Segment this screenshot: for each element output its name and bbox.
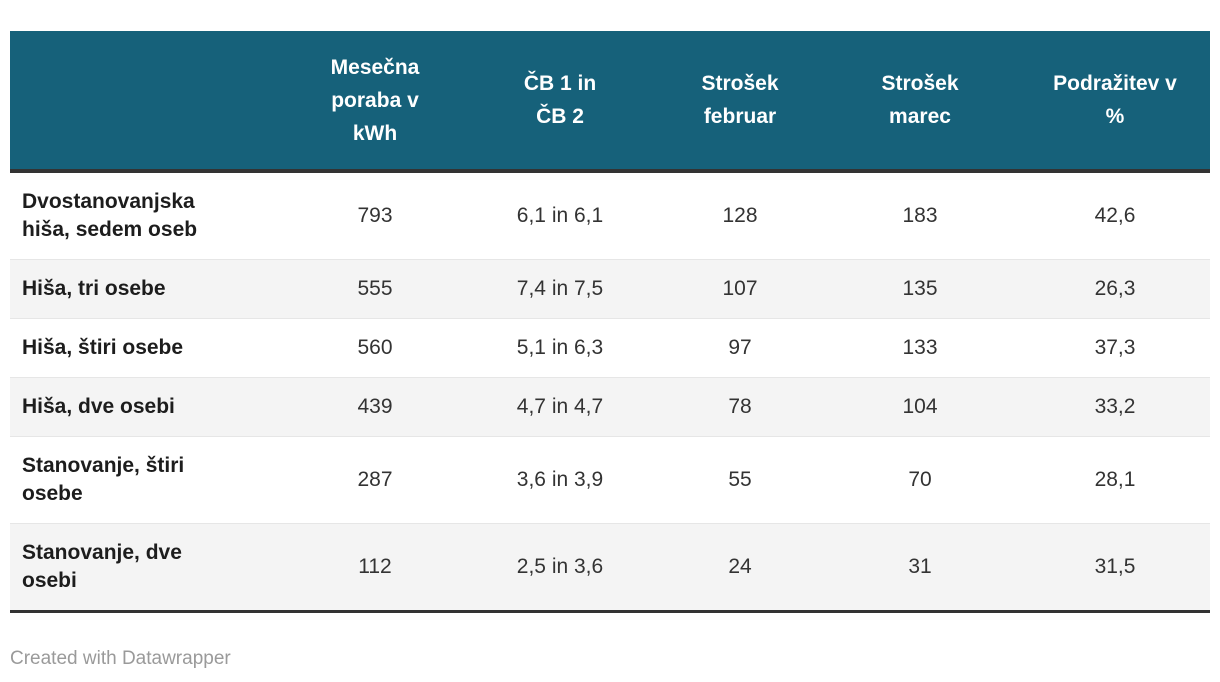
row-label: Hiša, štiri osebe — [10, 318, 290, 378]
table-cell: 42,6 — [1094, 204, 1136, 227]
column-header-label: Strošek marec — [881, 72, 959, 128]
table-cell: 70 — [820, 436, 1020, 524]
column-header-label: ČB 1 in ČB 2 — [523, 72, 597, 128]
column-header-mesecna-poraba: Mesečna poraba v kWh — [290, 31, 460, 173]
table-cell: 555 — [290, 259, 460, 319]
table-row: Hiša, dve osebi 439 4,7 in 4,7 78 104 33… — [10, 377, 1210, 437]
table-cell: 4,7 in 4,7 — [460, 377, 660, 437]
table-cell: 26,3 — [1020, 259, 1210, 319]
table-cell: 78 — [660, 377, 820, 437]
table-cell: 7,4 in 7,5 — [460, 259, 660, 319]
row-label: Hiša, dve osebi — [10, 377, 290, 437]
datawrapper-credit-link[interactable]: Created with Datawrapper — [10, 648, 231, 669]
table-cell: 793 — [357, 204, 393, 227]
table-cell: 439 — [290, 377, 460, 437]
table-cell: 135 — [820, 259, 1020, 319]
row-label: Stanovanje, dve osebi — [10, 523, 290, 613]
table-cell: 31 — [820, 523, 1020, 613]
table-cell: 37,3 — [1020, 318, 1210, 378]
column-header-podrazitev: Podražitev v % — [1020, 31, 1210, 173]
table-cell: 107 — [660, 259, 820, 319]
table-cell: 97 — [660, 318, 820, 378]
table-cell: 2,5 in 3,6 — [460, 523, 660, 613]
table-cell: 3,6 in 3,9 — [460, 436, 660, 524]
table-cell: 128 — [722, 204, 758, 227]
table-cell: 287 — [290, 436, 460, 524]
table-row: Stanovanje, dve osebi 112 2,5 in 3,6 24 … — [10, 523, 1210, 613]
table-cell: 133 — [820, 318, 1020, 378]
table-row: Hiša, štiri osebe 560 5,1 in 6,3 97 133 … — [10, 318, 1210, 378]
table-cell: 6,1 in 6,1 — [516, 204, 604, 227]
data-table: Mesečna poraba v kWh ČB 1 in ČB 2 Stroše… — [10, 31, 1210, 613]
table-row: Dvostanovanjska hiša, sedem oseb 793 6,1… — [10, 171, 1210, 260]
column-header-empty — [10, 31, 290, 173]
column-header-strosek-marec: Strošek marec — [820, 31, 1020, 173]
table-cell: 28,1 — [1020, 436, 1210, 524]
table-row: Stanovanje, štiri osebe 287 3,6 in 3,9 5… — [10, 436, 1210, 524]
table-cell: 104 — [820, 377, 1020, 437]
table-header-row: Mesečna poraba v kWh ČB 1 in ČB 2 Stroše… — [10, 31, 1210, 173]
table-cell: 560 — [290, 318, 460, 378]
column-header-label: Strošek februar — [701, 72, 779, 128]
column-header-label: Podražitev v % — [1053, 72, 1177, 128]
column-header-strosek-februar: Strošek februar — [660, 31, 820, 173]
table-cell: 112 — [290, 523, 460, 613]
column-header-cb1-cb2: ČB 1 in ČB 2 — [460, 31, 660, 173]
table-cell: 24 — [660, 523, 820, 613]
table-cell: 5,1 in 6,3 — [460, 318, 660, 378]
row-label: Hiša, tri osebe — [10, 259, 290, 319]
row-label: Dvostanovanjska hiša, sedem oseb — [22, 190, 198, 241]
column-header-label: Mesečna poraba v kWh — [330, 55, 420, 145]
table-cell: 31,5 — [1020, 523, 1210, 613]
table-cell: 33,2 — [1020, 377, 1210, 437]
table-row: Hiša, tri osebe 555 7,4 in 7,5 107 135 2… — [10, 259, 1210, 319]
table-cell: 183 — [902, 204, 938, 227]
row-label: Stanovanje, štiri osebe — [10, 436, 290, 524]
table-cell: 55 — [660, 436, 820, 524]
